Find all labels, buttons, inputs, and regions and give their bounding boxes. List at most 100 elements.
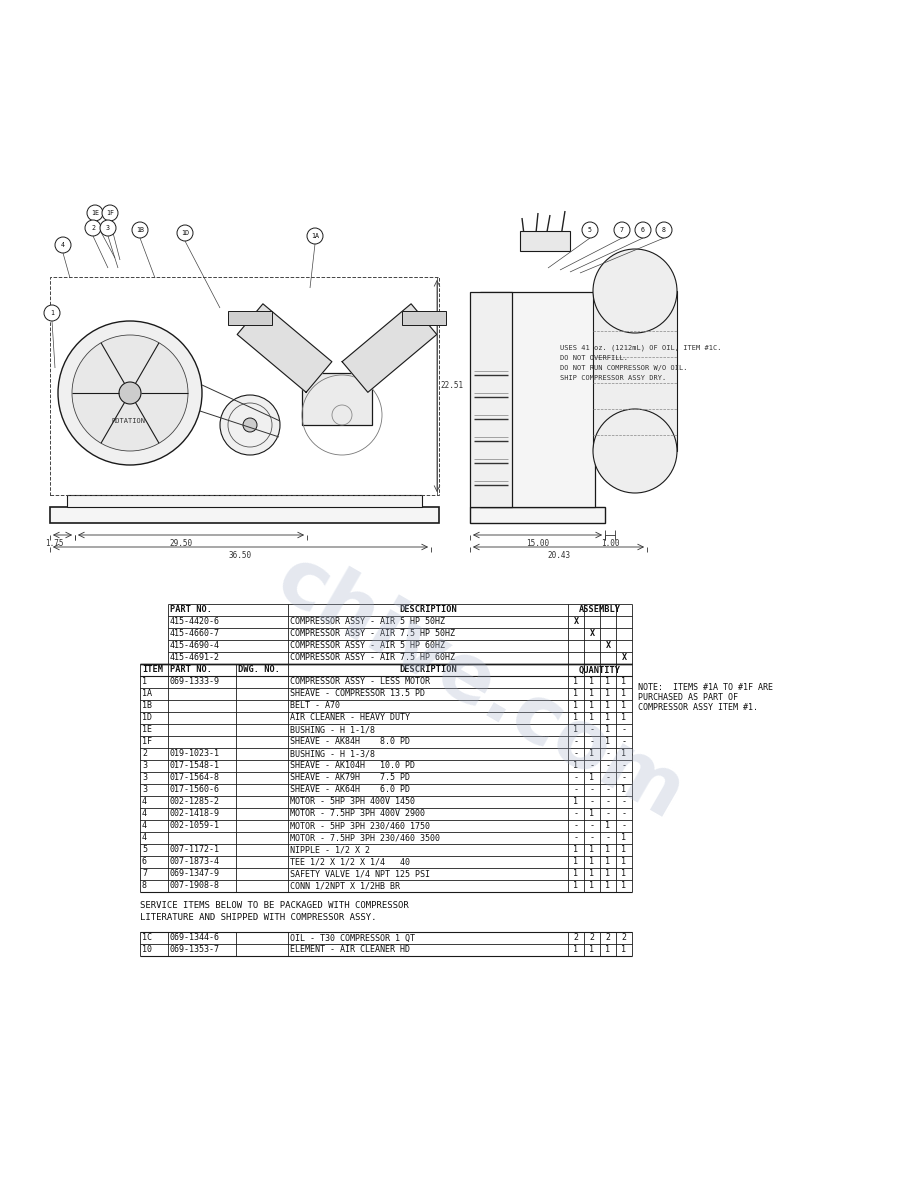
Text: 1: 1 [606,858,610,866]
Text: -: - [574,834,578,842]
Text: SERVICE ITEMS BELOW TO BE PACKAGED WITH COMPRESSOR: SERVICE ITEMS BELOW TO BE PACKAGED WITH … [140,902,409,910]
Bar [228,311,272,326]
Bar [470,292,512,507]
Text: 1: 1 [589,701,595,710]
Text: 2: 2 [621,934,626,942]
Text: 1: 1 [606,881,610,891]
Text: -: - [606,834,610,842]
Text: DO NOT RUN COMPRESSOR W/O OIL.: DO NOT RUN COMPRESSOR W/O OIL. [560,365,688,371]
Text: COMPRESSOR ASSY - LESS MOTOR: COMPRESSOR ASSY - LESS MOTOR [290,677,430,687]
Text: -: - [574,773,578,783]
Circle shape [85,220,101,236]
Text: 3: 3 [106,225,110,230]
Text: 069-1353-7: 069-1353-7 [170,946,220,954]
Text: SHEAVE - COMPRESSOR 13.5 PD: SHEAVE - COMPRESSOR 13.5 PD [290,689,425,699]
Text: ROTATION: ROTATION [112,418,146,424]
Text: 1F: 1F [106,210,114,216]
Text: BELT - A70: BELT - A70 [290,701,340,710]
Text: 415-4690-4: 415-4690-4 [170,642,220,651]
Text: COMPRESSOR ASSY - AIR 5 HP 50HZ: COMPRESSOR ASSY - AIR 5 HP 50HZ [290,618,445,626]
Bar [402,311,446,326]
Bar [520,230,570,251]
Text: 007-1908-8: 007-1908-8 [170,881,220,891]
Text: 017-1560-6: 017-1560-6 [170,785,220,795]
Bar [480,292,595,507]
Text: -: - [621,773,626,783]
Text: 2: 2 [142,750,147,758]
Text: 5: 5 [588,227,592,233]
Text: 415-4420-6: 415-4420-6 [170,618,220,626]
Text: 1: 1 [606,726,610,734]
Polygon shape [342,304,437,392]
Text: AIR CLEANER - HEAVY DUTY: AIR CLEANER - HEAVY DUTY [290,714,410,722]
Text: 10: 10 [142,946,152,954]
Text: PART NO.: PART NO. [170,606,212,614]
Text: 1: 1 [574,677,578,687]
Text: -: - [621,797,626,807]
Text: 1: 1 [606,870,610,878]
Circle shape [635,222,651,238]
Text: -: - [606,797,610,807]
Text: 002-1285-2: 002-1285-2 [170,797,220,807]
Text: -: - [606,809,610,819]
Bar [593,291,677,451]
Text: 1: 1 [589,870,595,878]
Text: -: - [621,809,626,819]
Text: 069-1347-9: 069-1347-9 [170,870,220,878]
Circle shape [55,236,71,253]
Text: 019-1023-1: 019-1023-1 [170,750,220,758]
Text: 2: 2 [574,934,578,942]
Text: 7: 7 [620,227,624,233]
Text: COMPRESSOR ASSY ITEM #1.: COMPRESSOR ASSY ITEM #1. [638,703,758,713]
Text: -: - [621,821,626,830]
Text: NOTE:  ITEMS #1A TO #1F ARE: NOTE: ITEMS #1A TO #1F ARE [638,683,773,693]
Text: 1: 1 [589,858,595,866]
Text: 8: 8 [142,881,147,891]
Text: 6: 6 [142,858,147,866]
Text: 1: 1 [621,701,626,710]
Circle shape [307,228,323,244]
Text: -: - [589,797,595,807]
Text: DO NOT OVERFILL.: DO NOT OVERFILL. [560,355,628,361]
Text: SAFETY VALVE 1/4 NPT 125 PSI: SAFETY VALVE 1/4 NPT 125 PSI [290,870,430,878]
Text: 002-1418-9: 002-1418-9 [170,809,220,819]
Text: 6: 6 [641,227,645,233]
Text: 4: 4 [142,834,147,842]
Circle shape [72,335,188,451]
Text: 4: 4 [142,809,147,819]
Text: NIPPLE - 1/2 X 2: NIPPLE - 1/2 X 2 [290,846,370,854]
Text: 2: 2 [589,934,595,942]
Text: 1: 1 [606,821,610,830]
Text: -: - [574,738,578,746]
Text: -: - [606,785,610,795]
Text: PART NO.: PART NO. [170,665,212,675]
Text: 1: 1 [574,870,578,878]
Text: 1: 1 [589,773,595,783]
Text: 1: 1 [621,785,626,795]
Text: 29.50: 29.50 [170,538,193,548]
Circle shape [132,222,148,238]
Text: 1: 1 [589,809,595,819]
Text: 017-1548-1: 017-1548-1 [170,762,220,771]
Text: 1: 1 [574,689,578,699]
Text: 1: 1 [589,846,595,854]
Circle shape [177,225,193,241]
Circle shape [593,249,677,333]
Text: PURCHASED AS PART OF: PURCHASED AS PART OF [638,694,738,702]
Text: chive.com: chive.com [263,539,698,836]
Text: 1: 1 [606,701,610,710]
Text: 1: 1 [589,750,595,758]
Text: -: - [606,762,610,771]
Text: 2: 2 [606,934,610,942]
Text: 1D: 1D [181,230,189,236]
Text: COMPRESSOR ASSY - AIR 5 HP 60HZ: COMPRESSOR ASSY - AIR 5 HP 60HZ [290,642,445,651]
Text: 1E: 1E [91,210,99,216]
Text: BUSHING - H 1-1/8: BUSHING - H 1-1/8 [290,726,375,734]
Text: 8: 8 [662,227,666,233]
Text: 1: 1 [574,762,578,771]
Text: X: X [589,630,595,638]
Text: 069-1344-6: 069-1344-6 [170,934,220,942]
Text: SHEAVE - AK84H    8.0 PD: SHEAVE - AK84H 8.0 PD [290,738,410,746]
Text: 007-1172-1: 007-1172-1 [170,846,220,854]
Bar [67,495,422,507]
